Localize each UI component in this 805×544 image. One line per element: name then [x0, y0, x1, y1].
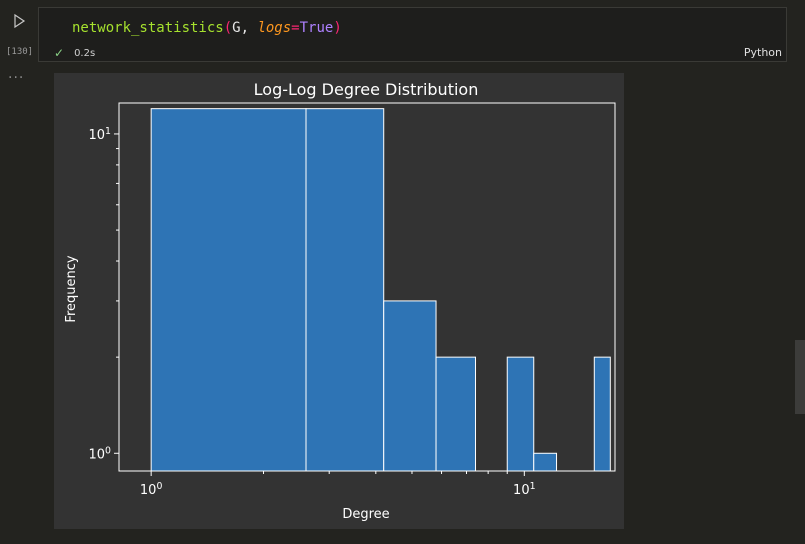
degree-distribution-chart: Log-Log Degree Distribution 100 101 100 101…	[64, 80, 616, 522]
scrollbar-thumb[interactable]	[795, 340, 805, 414]
more-actions-icon[interactable]: ···	[8, 70, 25, 86]
y-axis-label: Frequency	[64, 255, 79, 322]
x-tick-label-0: 100	[140, 481, 163, 498]
cell-output: Log-Log Degree Distribution 100 101 100 101…	[54, 73, 624, 529]
plot-frame	[118, 102, 616, 472]
histogram-bar-6	[533, 452, 558, 472]
execution-count: [130]	[6, 47, 34, 57]
code-equals: =	[291, 20, 300, 36]
histogram-bar-0	[150, 108, 307, 472]
run-duration: 0.2s	[74, 47, 96, 59]
x-axis-label: Degree	[342, 507, 389, 522]
y-tick-label-0: 100	[89, 445, 112, 462]
code-value: True	[299, 20, 334, 36]
code-arg: G,	[232, 20, 258, 36]
code-cell[interactable]: network_statistics(G, logs=True) ✓ 0.2s …	[38, 7, 787, 62]
code-function: network_statistics	[72, 20, 224, 36]
success-check-icon: ✓	[54, 46, 65, 60]
y-tick-label-1: 101	[89, 126, 112, 143]
histogram-bar-9	[593, 356, 611, 472]
code-keyword: logs	[257, 20, 292, 36]
run-cell-icon[interactable]	[10, 12, 28, 30]
histogram-bar-5	[506, 356, 535, 472]
cell-status: ✓ 0.2s	[54, 46, 95, 60]
language-selector[interactable]: Python	[743, 46, 782, 59]
code-open-paren: (	[223, 20, 233, 36]
code-close-paren: )	[333, 20, 342, 36]
histogram-bar-1	[305, 108, 385, 472]
chart-title: Log-Log Degree Distribution	[254, 80, 479, 99]
x-tick-label-1: 101	[513, 481, 536, 498]
histogram-bar-2	[383, 300, 437, 472]
histogram-bar-3	[435, 356, 477, 472]
code-line[interactable]: network_statistics(G, logs=True)	[72, 20, 342, 36]
